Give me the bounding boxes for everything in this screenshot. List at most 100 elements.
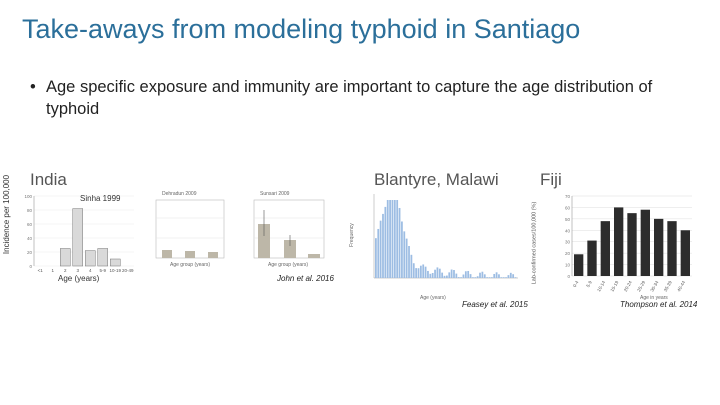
histogram-bar	[379, 220, 382, 278]
histogram-bar	[476, 276, 479, 278]
histogram-bar	[481, 271, 484, 278]
histogram-bar	[460, 277, 462, 278]
chart-bar	[97, 248, 108, 267]
histogram-bar	[502, 277, 505, 278]
sunsari-xlabel: Age group (years)	[268, 262, 309, 268]
blantyre-histogram	[373, 194, 518, 279]
feasey-citation: Feasey et al. 2015	[462, 300, 528, 309]
chart-bar	[587, 240, 597, 276]
y-tick-label: 0	[29, 264, 32, 269]
john-citation: John et al. 2016	[277, 274, 334, 283]
y-tick-label: 40	[27, 236, 33, 241]
sunsari-bar	[258, 224, 270, 258]
dehradun-subtitle: Dehradun 2009	[162, 191, 197, 197]
histogram-bar	[391, 200, 394, 278]
chart-bar	[654, 218, 664, 276]
fiji-region-label: Fiji	[540, 170, 562, 189]
histogram-bar	[448, 272, 451, 278]
histogram-bar	[398, 207, 401, 278]
y-tick-label: 10	[565, 263, 571, 268]
histogram-bar	[424, 266, 427, 278]
chart-bar	[680, 230, 690, 276]
histogram-bar	[419, 265, 422, 278]
histogram-bar	[386, 200, 389, 278]
dehradun-frame	[155, 199, 225, 259]
thompson-citation: Thompson et al. 2014	[620, 300, 698, 309]
chart-bar	[85, 250, 96, 267]
bullet-icon: •	[30, 78, 36, 96]
histogram-bar	[464, 271, 467, 278]
histogram-bar	[472, 277, 474, 278]
histogram-bar	[375, 238, 377, 278]
y-tick-label: 50	[565, 217, 571, 222]
x-tick-label: 5-9	[585, 280, 593, 289]
chart-bar	[574, 254, 584, 276]
histogram-bar	[446, 275, 448, 278]
chart-bar	[614, 207, 624, 276]
histogram-bar	[403, 231, 406, 278]
dehradun-bar	[162, 250, 172, 258]
histogram-bar	[450, 269, 453, 278]
india-xlabel: Age (years)	[58, 274, 100, 283]
x-tick-label: 30-34	[649, 280, 659, 293]
histogram-bar	[417, 268, 420, 278]
histogram-bar	[438, 268, 441, 278]
histogram-bar	[429, 273, 432, 278]
histogram-bar	[493, 273, 496, 278]
chart-bar	[72, 208, 83, 267]
blantyre-region-label: Blantyre, Malawi	[374, 170, 499, 189]
y-tick-label: 20	[27, 250, 33, 255]
histogram-bar	[393, 200, 396, 278]
y-tick-label: 30	[565, 240, 571, 245]
sunsari-subtitle: Sunsari 2009	[260, 191, 290, 197]
sunsari-chart	[253, 199, 325, 259]
x-tick-label: 20-49	[122, 268, 134, 273]
histogram-bar	[389, 200, 391, 278]
chart-bar	[600, 221, 610, 276]
histogram-bar	[408, 246, 410, 278]
y-tick-label: 60	[565, 205, 571, 210]
bullet-text: Age specific exposure and immunity are i…	[46, 78, 653, 118]
x-tick-label: 10-19	[109, 268, 121, 273]
histogram-bar	[405, 238, 408, 278]
histogram-bar	[396, 200, 399, 278]
histogram-bar	[505, 277, 507, 278]
dehradun-bar	[185, 251, 195, 258]
histogram-bar	[384, 206, 387, 278]
y-tick-label: 80	[27, 208, 33, 213]
histogram-bar	[431, 273, 434, 278]
x-tick-label: 1	[51, 268, 54, 273]
x-tick-label: 35-39	[663, 280, 673, 293]
x-tick-label: 0-4	[572, 280, 580, 289]
chart-bar	[60, 248, 71, 267]
dehradun-xlabel: Age group (years)	[170, 262, 211, 268]
histogram-bar	[490, 277, 493, 278]
y-tick-label: 0	[567, 274, 570, 279]
histogram-bar	[486, 277, 489, 278]
slide-title: Take-aways from modeling typhoid in Sant…	[22, 14, 581, 44]
blantyre-xlabel: Age (years)	[420, 295, 446, 301]
histogram-bar	[443, 275, 446, 278]
fiji-chart: 0 10 20 30 40 50 60 70 0-4 5-9 10-14 15-19 20-24 25-2…	[565, 194, 692, 293]
histogram-bar	[422, 264, 425, 278]
histogram-bar	[469, 274, 472, 278]
histogram-bar	[509, 272, 512, 278]
histogram-bar	[474, 277, 477, 278]
x-tick-label: <1	[38, 268, 44, 273]
x-tick-label: 10-14	[596, 280, 606, 293]
y-tick-label: 100	[24, 194, 32, 199]
histogram-bar	[498, 274, 500, 278]
x-tick-label: 20-24	[623, 280, 633, 293]
histogram-bar	[455, 273, 458, 278]
sunsari-bar	[284, 240, 296, 258]
histogram-bar	[415, 268, 418, 278]
histogram-bar	[514, 277, 517, 278]
histogram-bar	[434, 269, 436, 278]
india-chart: 0 20 40 60 80 100 <1 1 2 3 4 5-9 10-19 20-49	[24, 194, 134, 273]
histogram-bar	[483, 274, 486, 278]
x-tick-label: 5-9	[99, 268, 106, 273]
x-tick-label: 4	[89, 268, 92, 273]
x-tick-label: 2	[64, 268, 67, 273]
histogram-bar	[436, 267, 439, 278]
india-region-label: India	[30, 170, 67, 189]
